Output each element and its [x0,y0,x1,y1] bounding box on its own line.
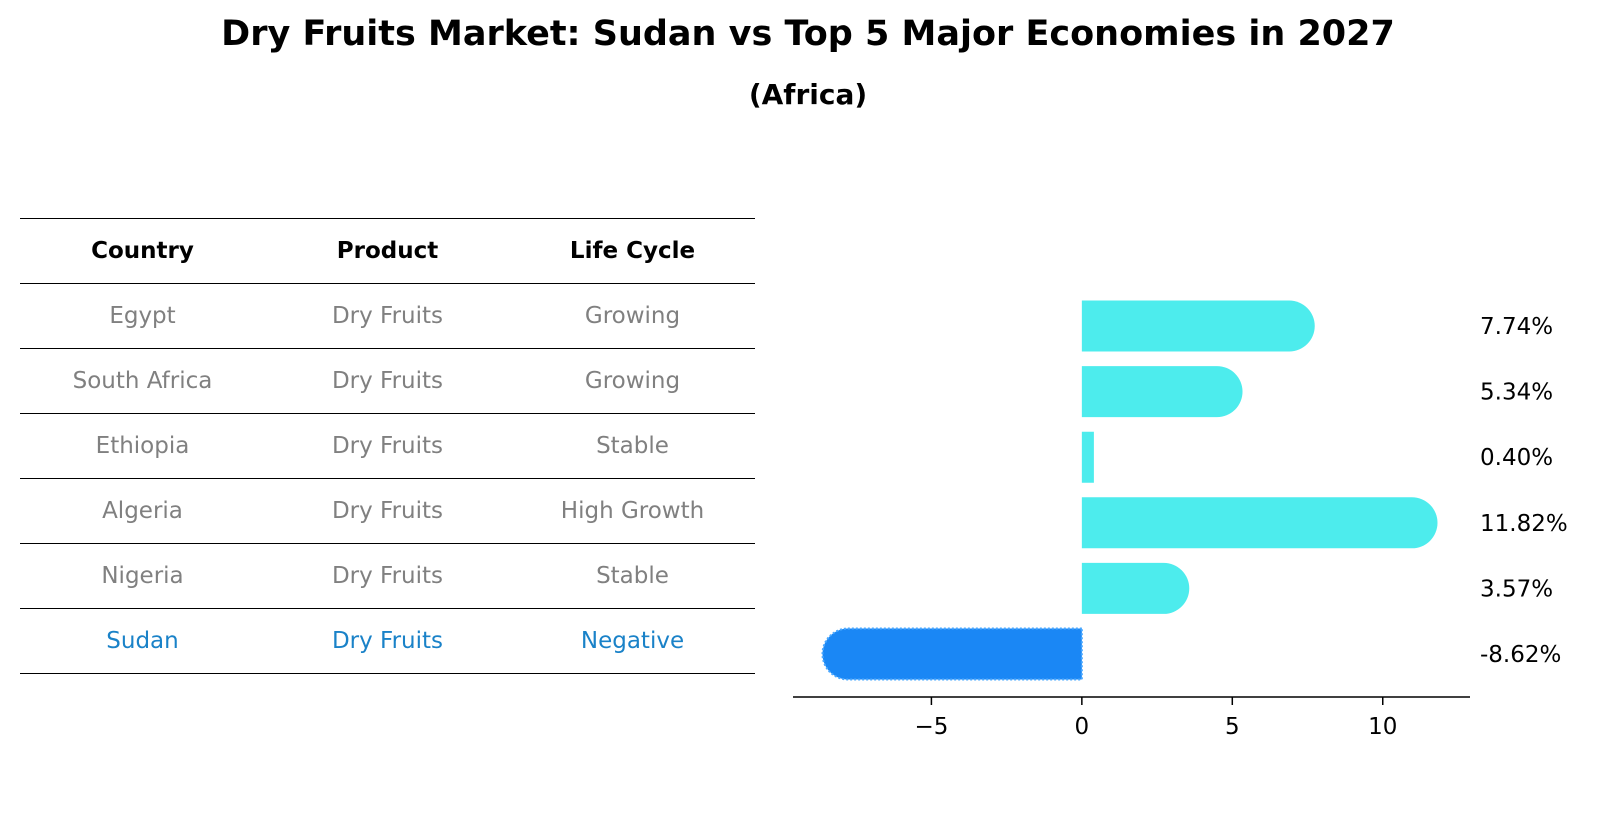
cell-country: Nigeria [101,563,184,589]
header-country: Country [91,238,194,264]
header-product: Product [336,238,439,264]
cell-country: South Africa [72,368,213,394]
comparison-table: Country Product Life Cycle Egypt Dry Fru… [20,218,755,674]
bar-nigeria [1081,562,1190,614]
x-tick-label: 5 [1225,714,1240,740]
bar-algeria [1081,497,1438,549]
data-label: 11.82% [1480,511,1568,537]
cell-life-cycle: Stable [596,563,669,589]
x-tick-label: 0 [1075,714,1090,740]
cell-life-cycle: Stable [596,433,669,459]
cell-country: Ethiopia [95,433,190,459]
table-row: South Africa Dry Fruits Growing [20,348,755,413]
table-row: Egypt Dry Fruits Growing [20,283,755,348]
x-tick-label: 10 [1368,714,1397,740]
chart-subtitle: (Africa) [748,78,868,111]
cell-life-cycle: Negative [580,628,685,654]
cell-country: Egypt [109,303,176,329]
table-header-row: Country Product Life Cycle [20,218,755,283]
table-row-highlight: Sudan Dry Fruits Negative [20,608,755,674]
cell-life-cycle: Growing [584,303,681,329]
bar-egypt [1081,300,1315,352]
cell-product: Dry Fruits [331,433,444,459]
cell-country: Algeria [102,498,183,524]
cell-product: Dry Fruits [331,498,444,524]
cell-product: Dry Fruits [331,563,444,589]
cell-product: Dry Fruits [331,628,444,654]
cell-product: Dry Fruits [331,368,444,394]
table-row: Ethiopia Dry Fruits Stable [20,413,755,478]
data-label: 5.34% [1480,380,1553,406]
bar-sudan [821,627,1083,681]
table-row: Nigeria Dry Fruits Stable [20,543,755,608]
bar-south-africa [1081,366,1243,418]
data-label: 7.74% [1480,314,1553,340]
cell-country: Sudan [106,628,179,654]
cell-product: Dry Fruits [331,303,444,329]
table-row: Algeria Dry Fruits High Growth [20,478,755,543]
header-life-cycle: Life Cycle [569,238,696,264]
data-label: 3.57% [1480,576,1553,602]
cell-life-cycle: High Growth [560,498,705,524]
bar-ethiopia [1081,431,1094,483]
chart-title: Dry Fruits Market: Sudan vs Top 5 Major … [221,14,1395,54]
data-label: -8.62% [1480,642,1561,668]
data-label: 0.40% [1480,445,1553,471]
cell-life-cycle: Growing [584,368,681,394]
x-tick-label: −5 [914,714,948,740]
